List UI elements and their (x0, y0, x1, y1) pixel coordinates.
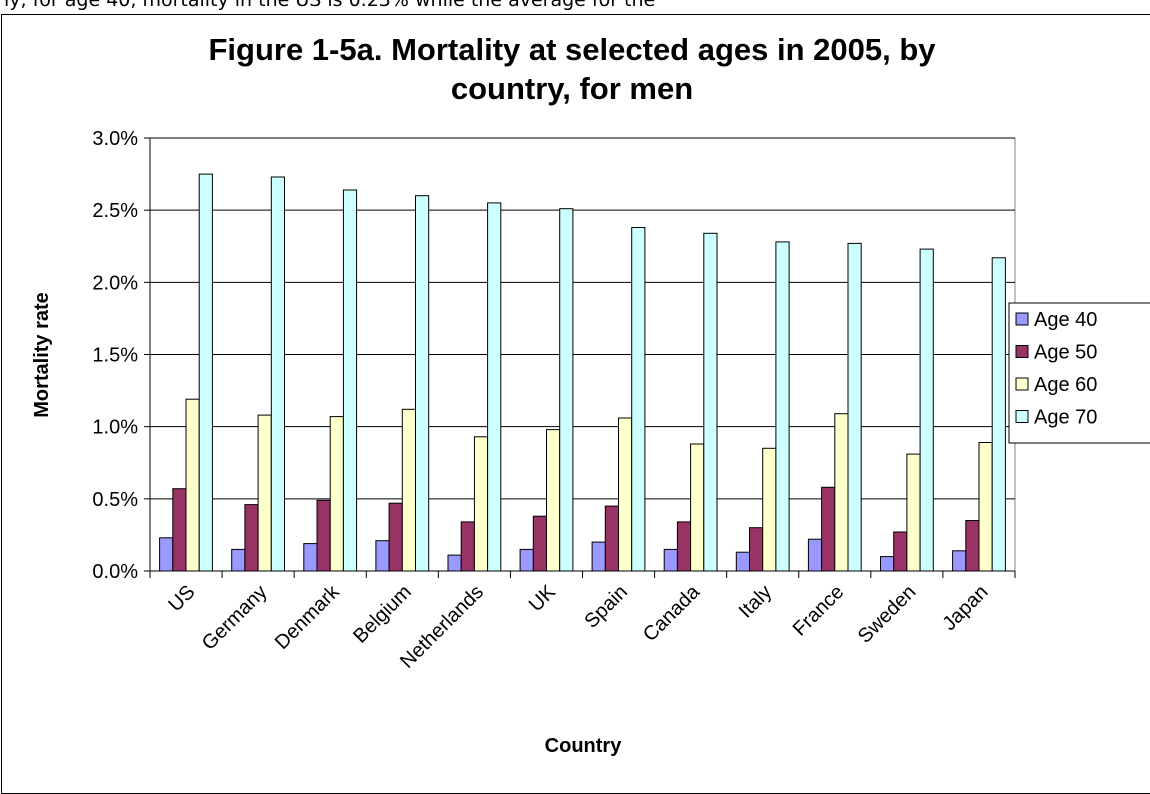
bar (172, 488, 187, 572)
bar (906, 453, 921, 572)
bar (703, 232, 718, 572)
bar (198, 173, 213, 572)
bar (342, 189, 358, 572)
bar (880, 556, 895, 572)
y-tick-label: 2.0% (92, 272, 138, 294)
bar (460, 521, 475, 572)
bar (690, 443, 705, 572)
bar (952, 550, 967, 572)
bar (663, 548, 678, 572)
legend-box (1008, 302, 1150, 444)
bar (303, 543, 318, 572)
bar (991, 257, 1006, 572)
x-tick-label: US (164, 581, 199, 616)
legend-label: Age 70 (1034, 407, 1097, 429)
bar (919, 248, 934, 572)
chart-title-line-2: country, for men (451, 71, 693, 106)
legend-swatch (1015, 312, 1029, 326)
bar (388, 502, 403, 572)
bar (735, 551, 750, 572)
bar (316, 499, 331, 572)
bar (847, 242, 862, 572)
bar (487, 202, 502, 572)
bar (762, 447, 777, 572)
bar (821, 486, 836, 572)
chart-title-line-1: Figure 1-5a. Mortality at selected ages … (208, 32, 936, 67)
legend-swatch (1015, 410, 1029, 423)
bar (415, 195, 430, 572)
truncated-text-line: ly, for age 40, mortality in the US is 0… (0, 0, 1150, 14)
bar (631, 227, 646, 572)
bar (447, 554, 462, 572)
x-tick-label: Denmark (271, 580, 345, 654)
bar (965, 520, 980, 572)
bar (473, 436, 489, 572)
bar (231, 548, 246, 572)
bar (893, 531, 908, 572)
legend-swatch (1015, 345, 1029, 358)
x-tick-label: Japan (938, 581, 992, 635)
y-tick-label: 1.5% (92, 345, 138, 367)
bar (807, 538, 823, 572)
bar (401, 408, 416, 572)
bar (618, 417, 633, 572)
bar (546, 429, 561, 572)
legend-label: Age 50 (1034, 342, 1097, 364)
grid-lines (144, 137, 1016, 572)
x-tick-label: France (789, 581, 849, 641)
bar (532, 515, 547, 572)
x-tick-label: UK (525, 581, 561, 617)
bar (257, 414, 272, 572)
bar (775, 241, 790, 572)
legend-label: Age 40 (1034, 309, 1097, 331)
bar (559, 208, 574, 572)
bar-group (159, 173, 1006, 572)
legend-label: Age 60 (1034, 374, 1097, 396)
bar (519, 548, 534, 572)
bar (749, 527, 764, 572)
x-tick-label: Sweden (854, 581, 921, 648)
axes (149, 138, 1016, 578)
bar (375, 540, 390, 572)
x-tick-label: Germany (198, 581, 272, 655)
y-tick-label: 0.0% (92, 561, 138, 583)
legend: Age 40 Age 50 Age 60 Age 70 (1008, 302, 1150, 444)
y-tick-label: 0.5% (92, 489, 138, 511)
y-axis-title: Mortality rate (31, 292, 53, 418)
bar (676, 521, 692, 572)
y-tick-labels: 0.0% 0.5% 1.0% 1.5% 2.0% 2.5% 3.0% (92, 128, 138, 583)
bar (978, 442, 993, 572)
x-tick-label: Canada (639, 580, 705, 646)
bar (834, 413, 849, 572)
bar (159, 537, 174, 572)
bar (591, 541, 606, 572)
x-tick-label: Belgium (349, 581, 416, 648)
truncated-text: ly, for age 40, mortality in the US is 0… (4, 0, 656, 11)
y-tick-label: 2.5% (92, 200, 138, 222)
bar (185, 398, 200, 572)
bar (270, 176, 285, 572)
x-tick-label: Spain (580, 581, 632, 633)
x-axis-title: Country (545, 735, 623, 757)
x-tick-label: Italy (735, 581, 776, 622)
y-tick-label: 3.0% (92, 128, 138, 150)
bar (329, 416, 344, 572)
legend-swatch (1015, 377, 1029, 391)
y-tick-label: 1.0% (92, 417, 138, 439)
bar (604, 505, 619, 572)
bar (244, 504, 259, 572)
